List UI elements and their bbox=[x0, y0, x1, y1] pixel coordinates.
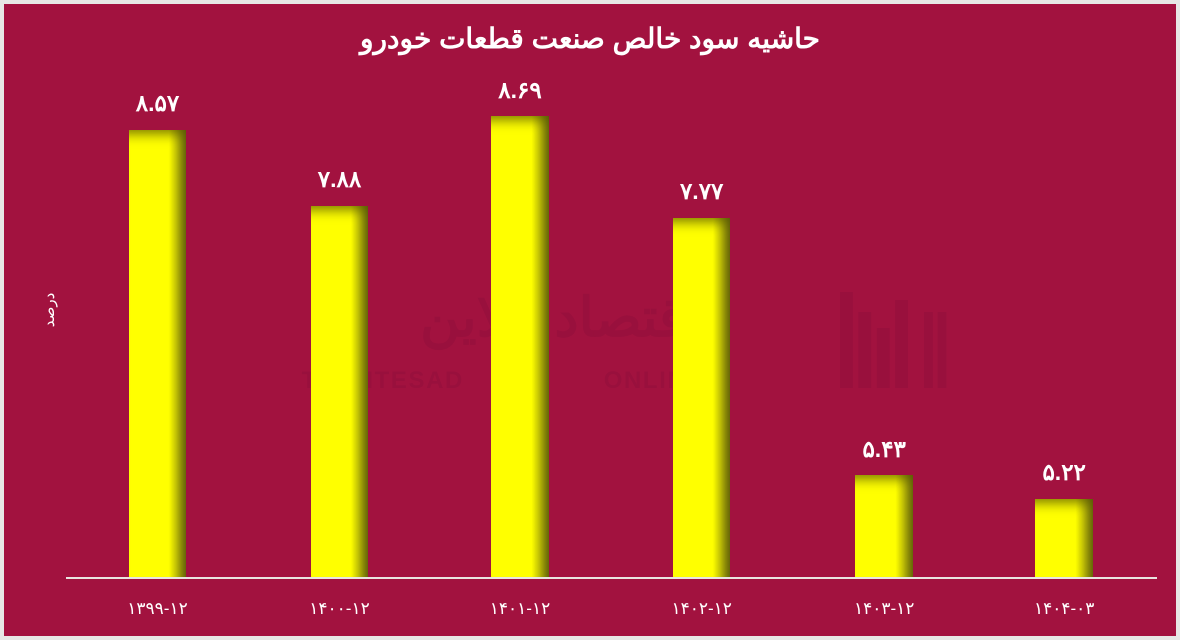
svg-text:اقتصاد آنلاین: اقتصاد آنلاین bbox=[420, 283, 700, 351]
